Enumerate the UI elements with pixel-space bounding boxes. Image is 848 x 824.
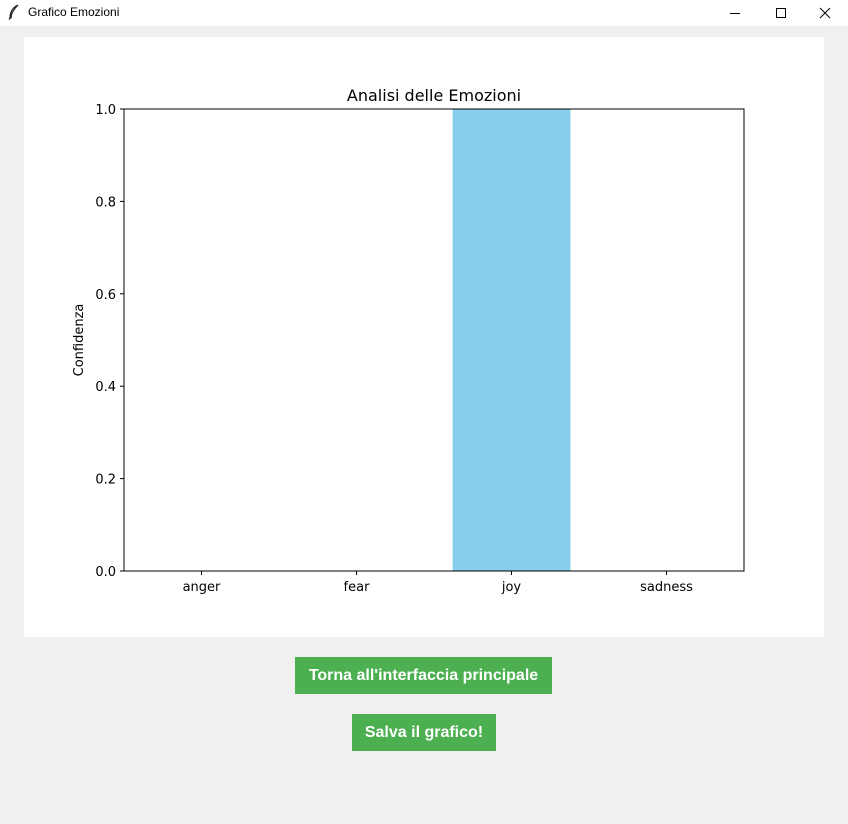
minimize-button[interactable]	[712, 0, 758, 26]
close-icon	[819, 7, 831, 19]
plot-frame	[123, 108, 745, 572]
chart-title: Analisi delle Emozioni	[347, 86, 521, 105]
y-tick-label: 0.8	[95, 195, 116, 210]
y-tick-label: 0.4	[95, 380, 116, 395]
y-axis-label: Confidenza	[72, 304, 87, 377]
chart-canvas: 0.0 0.2 0.4 0.6 0.8 1.0 anger fear joy sadness A…	[24, 37, 824, 637]
bar-chart: 0.0 0.2 0.4 0.6 0.8 1.0 anger fear joy sadness A…	[72, 86, 745, 595]
feather-icon	[8, 4, 19, 20]
x-tick-label-anger: anger	[183, 580, 221, 595]
y-tick-label: 0.2	[95, 473, 116, 488]
minimize-icon	[730, 13, 740, 14]
y-tick-label: 1.0	[95, 103, 116, 118]
save-chart-button[interactable]: Salva il grafico!	[352, 714, 496, 751]
y-tick-label: 0.0	[95, 565, 116, 580]
x-tick-label-fear: fear	[344, 580, 371, 595]
maximize-button[interactable]	[758, 0, 804, 26]
x-tick-label-joy: joy	[501, 580, 522, 595]
bar-joy	[452, 109, 571, 571]
x-tick-label-sadness: sadness	[640, 580, 693, 595]
maximize-icon	[776, 8, 786, 18]
y-tick-label: 0.6	[95, 288, 116, 303]
close-button[interactable]	[802, 0, 848, 26]
back-to-main-button[interactable]: Torna all'interfaccia principale	[295, 657, 552, 694]
window-title: Grafico Emozioni	[28, 5, 120, 19]
title-bar: Grafico Emozioni	[0, 0, 848, 26]
